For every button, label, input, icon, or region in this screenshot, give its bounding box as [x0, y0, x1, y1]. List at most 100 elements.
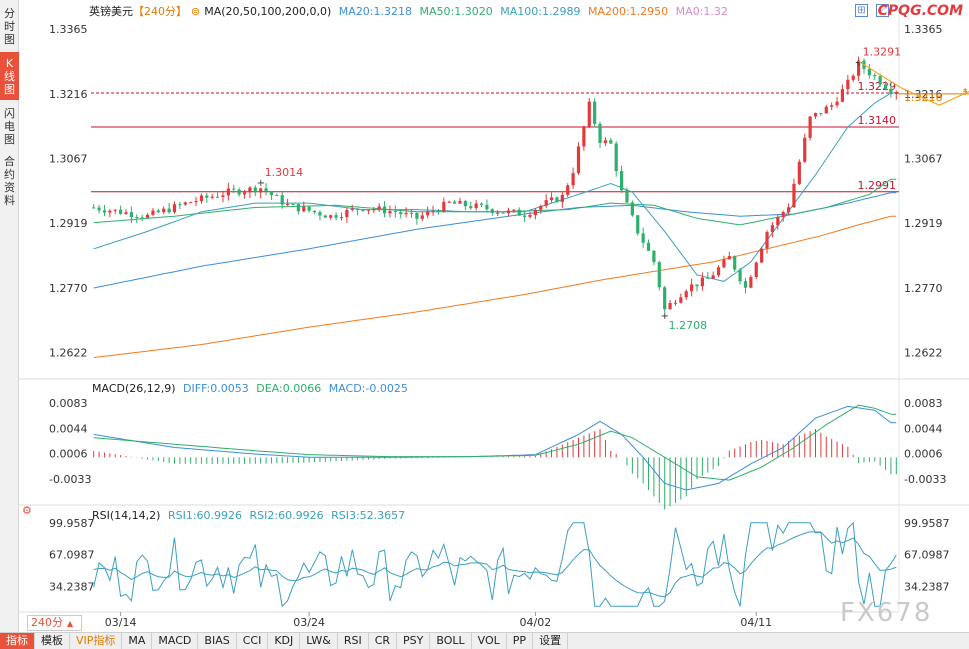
- rsi3-value: RSI3:52.3657: [331, 509, 406, 522]
- candle-body: [156, 210, 160, 213]
- toolbar-btn-kdj[interactable]: KDJ: [268, 633, 301, 649]
- candle-body: [711, 275, 715, 279]
- toolbar-btn-boll[interactable]: BOLL: [430, 633, 472, 649]
- toolbar-btn-lw&[interactable]: LW&: [300, 633, 338, 649]
- y-tick-right: 1.2770: [904, 282, 943, 295]
- toolbar-btn-macd[interactable]: MACD: [152, 633, 199, 649]
- settings-icon[interactable]: ⊜: [191, 5, 201, 18]
- extreme-label: 1.3291: [863, 45, 902, 58]
- toolbar-btn-指标[interactable]: 指标: [0, 633, 35, 649]
- candle-body: [873, 75, 877, 77]
- candle-body: [641, 233, 645, 243]
- toolbar-btn-模板[interactable]: 模板: [35, 633, 70, 649]
- candle-body: [409, 212, 414, 214]
- candle-body: [458, 200, 462, 204]
- candle-body: [145, 214, 150, 218]
- rsi-header: RSI(14,14,2) RSI1:60.9926 RSI2:60.9926 R…: [92, 509, 409, 522]
- side-tab-2[interactable]: 闪电图: [0, 100, 19, 152]
- candle-body: [329, 215, 333, 218]
- rsi-y-tick-left: 67.0987: [49, 549, 95, 562]
- extreme-label: 1.3014: [265, 166, 304, 179]
- y-tick-right: 1.2919: [904, 217, 943, 230]
- y-tick-right: 1.3365: [904, 23, 943, 36]
- macd-dea-line: [93, 404, 897, 481]
- side-tab-char: 料: [4, 194, 15, 207]
- candle-body: [673, 302, 678, 304]
- toolbar-btn-cr[interactable]: CR: [369, 633, 398, 649]
- candle-body: [108, 210, 112, 213]
- candle-body: [609, 140, 613, 144]
- side-tab-char: 时: [4, 19, 15, 33]
- candle-body: [135, 217, 139, 219]
- macd-y-tick-left: 0.0083: [49, 397, 88, 410]
- macd-header: MACD(26,12,9) DIFF:0.0053 DEA:0.0066 MAC…: [92, 382, 412, 395]
- chart-area[interactable]: 1.3365 1.3365 1.3216 1.3216 1.3067 1.3067 1.29…: [19, 0, 969, 632]
- expand-icon[interactable]: ⤢: [876, 4, 889, 17]
- candle-body: [523, 215, 527, 217]
- grid-icon[interactable]: ⊞: [855, 4, 868, 17]
- side-tab-char: 图: [4, 132, 15, 146]
- toolbar-btn-rsi[interactable]: RSI: [338, 633, 369, 649]
- candle-body: [598, 123, 602, 143]
- candle-body: [253, 187, 257, 193]
- side-tab-char: 图: [4, 82, 15, 96]
- candle-body: [366, 209, 371, 211]
- candle-body: [334, 215, 338, 218]
- candle-body: [722, 259, 726, 268]
- toolbar-btn-bias[interactable]: BIAS: [198, 633, 237, 649]
- candle-body: [302, 206, 306, 212]
- candle-body: [296, 204, 300, 212]
- current-price-arrow-icon: ⇟: [961, 87, 969, 98]
- candle-body: [426, 211, 430, 216]
- toolbar-btn-cci[interactable]: CCI: [237, 633, 269, 649]
- side-tab-char: 分: [4, 6, 15, 20]
- toolbar-btn-设置[interactable]: 设置: [533, 633, 569, 649]
- candle-body: [878, 76, 882, 85]
- candle-body: [140, 217, 144, 219]
- candle-body: [242, 192, 247, 195]
- candle-body: [339, 217, 344, 219]
- toolbar-btn-pp[interactable]: PP: [507, 633, 534, 649]
- candle-body: [630, 202, 634, 216]
- toolbar-btn-vol[interactable]: VOL: [472, 633, 507, 649]
- candle-body: [646, 242, 651, 251]
- symbol-label: 英镑美元: [89, 5, 133, 18]
- candle-body: [469, 206, 473, 209]
- side-tab-3[interactable]: 合约资料: [0, 152, 19, 210]
- toolbar-btn-ma[interactable]: MA: [122, 633, 153, 649]
- extreme-marker-icon: +: [257, 178, 265, 189]
- candle-body: [840, 89, 845, 102]
- period-select[interactable]: 240分 ▲: [27, 615, 82, 631]
- toolbar-btn-vip指标[interactable]: VIP指标: [70, 633, 123, 649]
- candle-body: [808, 116, 812, 138]
- candle-body: [447, 201, 451, 203]
- candle-body: [113, 209, 117, 211]
- candle-body: [307, 206, 311, 211]
- candle-body: [555, 197, 559, 203]
- candle-body: [382, 206, 387, 214]
- candle-body: [393, 211, 397, 213]
- rsi-label: RSI(14,14,2): [92, 509, 161, 522]
- toolbar-btn-psy[interactable]: PSY: [397, 633, 431, 649]
- rsi1-line: [93, 521, 897, 608]
- candle-body: [625, 190, 629, 203]
- rsi-y-tick-left: 34.2387: [49, 581, 95, 594]
- macd-y-tick-right: -0.0033: [904, 473, 946, 486]
- x-tick-label: 03/24: [293, 616, 325, 629]
- ma100-value: MA100:1.2989: [500, 5, 581, 18]
- candle-body: [323, 215, 327, 218]
- candle-body: [657, 262, 661, 288]
- side-tab-char: 闪: [4, 106, 15, 120]
- x-tick-label: 03/14: [105, 616, 137, 629]
- candle-body: [237, 189, 241, 195]
- ma20-value: MA20:1.3218: [338, 5, 413, 18]
- period-label: 【240分】: [133, 5, 187, 18]
- candle-body: [819, 112, 823, 114]
- ma200-line: [93, 215, 897, 359]
- candle-body: [189, 202, 193, 204]
- candle-body: [560, 194, 564, 203]
- side-tab-0[interactable]: 分时图: [0, 0, 19, 52]
- ma-label: MA(20,50,100,200,0,0): [204, 5, 332, 18]
